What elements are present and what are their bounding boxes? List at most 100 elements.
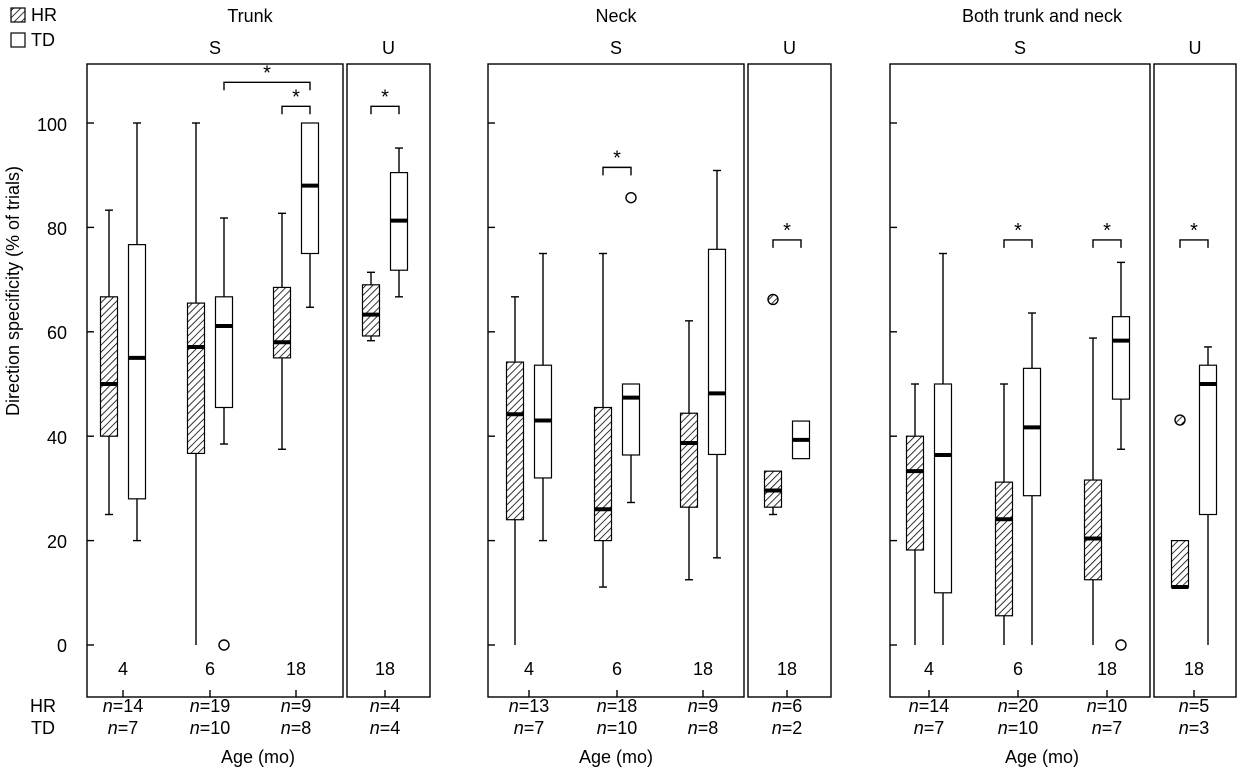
box-body	[361, 284, 381, 337]
count-td: n=10	[998, 718, 1039, 738]
legend-label-td: TD	[31, 30, 55, 50]
section-label-s: S	[209, 38, 221, 58]
legend-swatch-td	[10, 32, 26, 48]
outlier-point	[1115, 639, 1127, 651]
box-td	[214, 217, 234, 651]
box-hr	[994, 383, 1014, 645]
significance-bracket: *	[602, 147, 632, 176]
count-hr: n=6	[772, 696, 803, 716]
outlier-point	[625, 191, 637, 204]
section-label-u: U	[783, 38, 796, 58]
significance-bracket: *	[1003, 220, 1033, 248]
box-td	[1022, 312, 1042, 645]
panel: S U 4 n=14n=7 6 n=19n=10 18 n=9n=8 * * 18 n=4n=4 *	[86, 38, 431, 738]
y-axis-label: Direction specificity (% of trials)	[3, 166, 23, 416]
x-tick-label: 4	[924, 659, 934, 679]
significance-star: *	[613, 147, 621, 169]
y-tick-label: 80	[47, 219, 67, 239]
panel: S U 4 n=13n=7 6 n=18n=10 * 18 n=9n=8 18 n=6n=2 *	[487, 38, 832, 738]
x-tick-label: 18	[1184, 659, 1204, 679]
count-td: n=10	[190, 718, 231, 738]
outlier-point	[1174, 414, 1186, 426]
count-hr: n=9	[281, 696, 312, 716]
x-axis-label-neck: Age (mo)	[579, 747, 653, 767]
box-hr	[679, 320, 699, 581]
box-hr	[1170, 414, 1190, 590]
box-hr	[905, 383, 925, 645]
significance-star: *	[1014, 220, 1022, 242]
box-body	[933, 383, 953, 594]
count-td: n=7	[514, 718, 545, 738]
panel-title-trunk: Trunk	[227, 6, 273, 26]
count-hr: n=13	[509, 696, 550, 716]
count-hr: n=20	[998, 696, 1039, 716]
y-tick-label: 100	[37, 115, 67, 135]
bracket-line	[1179, 239, 1209, 248]
panel-frame-u	[1153, 63, 1237, 698]
x-tick-label: 18	[777, 659, 797, 679]
box-body	[272, 286, 292, 359]
count-hr: n=19	[190, 696, 231, 716]
box-body	[1170, 539, 1190, 588]
x-tick-label: 18	[1097, 659, 1117, 679]
box-td	[389, 147, 409, 298]
significance-star: *	[292, 86, 300, 108]
box-hr	[361, 271, 381, 342]
bracket-line	[370, 105, 400, 115]
section-label-s: S	[1014, 38, 1026, 58]
count-td: n=2	[772, 718, 803, 738]
box-hr	[99, 209, 119, 516]
box-body	[186, 302, 206, 455]
x-tick-label: 6	[205, 659, 215, 679]
x-axis-label-trunk: Age (mo)	[221, 747, 295, 767]
y-tick-labels: 0 20 40 60 80 100	[37, 115, 67, 656]
significance-star: *	[783, 220, 791, 242]
count-row-label-hr: HR	[30, 696, 56, 716]
panel-frame-s	[889, 63, 1151, 698]
box-body	[127, 244, 147, 500]
x-tick-label: 4	[524, 659, 534, 679]
panel-frame-u	[747, 63, 832, 698]
bracket-line	[772, 239, 802, 248]
box-body	[593, 406, 613, 542]
box-td	[127, 122, 147, 542]
significance-bracket: *	[1179, 220, 1209, 248]
box-td	[1111, 261, 1131, 651]
significance-bracket: *	[772, 220, 802, 248]
box-body	[679, 412, 699, 508]
y-tick-label: 60	[47, 323, 67, 343]
count-hr: n=10	[1087, 696, 1128, 716]
section-label-s: S	[610, 38, 622, 58]
count-hr: n=18	[597, 696, 638, 716]
box-body	[707, 248, 727, 456]
section-label-u: U	[382, 38, 395, 58]
count-td: n=7	[914, 718, 945, 738]
x-tick-label: 6	[612, 659, 622, 679]
bracket-line	[281, 105, 311, 115]
y-tick-label: 40	[47, 428, 67, 448]
panel-frame-s	[487, 63, 745, 698]
x-tick-label: 4	[118, 659, 128, 679]
box-body	[1198, 364, 1218, 516]
count-row-label-td: TD	[31, 718, 55, 738]
count-td: n=3	[1179, 718, 1210, 738]
box-body	[300, 122, 320, 255]
box-body	[621, 383, 641, 456]
count-hr: n=4	[370, 696, 401, 716]
legend-label-hr: HR	[31, 5, 57, 25]
x-axis-label-both: Age (mo)	[1005, 747, 1079, 767]
count-hr: n=14	[103, 696, 144, 716]
significance-bracket: *	[223, 62, 311, 91]
box-td	[300, 122, 320, 308]
bracket-line	[223, 81, 311, 91]
bracket-line	[602, 166, 632, 176]
count-td: n=7	[108, 718, 139, 738]
count-hr: n=14	[909, 696, 950, 716]
section-label-u: U	[1189, 38, 1202, 58]
bracket-line	[1092, 239, 1122, 248]
count-hr: n=9	[688, 696, 719, 716]
box-td	[1198, 346, 1218, 645]
significance-star: *	[381, 86, 389, 108]
box-body	[994, 481, 1014, 617]
